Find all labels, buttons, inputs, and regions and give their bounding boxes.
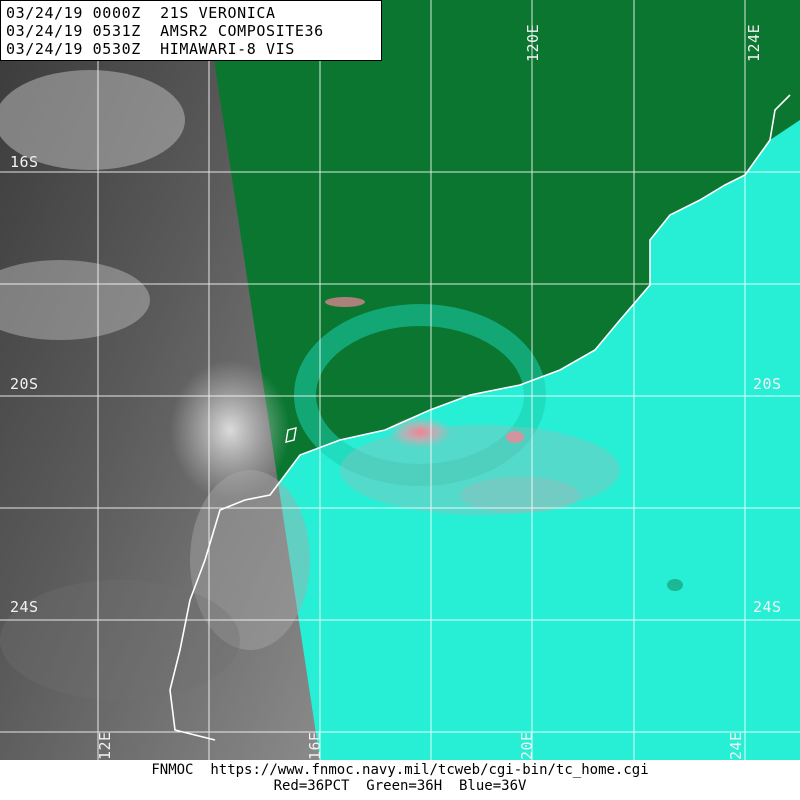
satellite-map: [0, 0, 800, 760]
lat-label-24s-left: 24S: [10, 598, 39, 616]
land-area: [200, 0, 800, 500]
lat-lon-grid: [0, 0, 800, 760]
lon-label-124e: 124E: [745, 23, 763, 62]
image-info-box: 03/24/19 0000Z 21S VERONICA 03/24/19 053…: [0, 0, 382, 61]
coastline: [169, 94, 791, 741]
lon-label-120e: 120E: [524, 23, 542, 62]
lon-label-16e: 16E: [306, 731, 324, 760]
lat-label-24s-right: 24S: [753, 598, 782, 616]
footer-channel-legend: Red=36PCT Green=36H Blue=36V: [273, 778, 527, 794]
header-line-microwave: 03/24/19 0531Z AMSR2 COMPOSITE36: [6, 22, 324, 40]
lat-label-20s-right: 20S: [753, 375, 782, 393]
rain-band-north: [325, 297, 365, 307]
header-line-cyclone: 03/24/19 0000Z 21S VERONICA: [6, 4, 276, 22]
rain-band: [506, 431, 524, 443]
visible-imagery-panel: [0, 0, 320, 760]
footer-credits: FNMOC https://www.fnmoc.navy.mil/tcweb/c…: [0, 760, 800, 800]
rain-core: [388, 416, 452, 448]
lat-label-16s: 16S: [10, 153, 39, 171]
island-outline: [285, 427, 297, 443]
footer-source-url: FNMOC https://www.fnmoc.navy.mil/tcweb/c…: [151, 762, 649, 778]
lon-label-12e: 12E: [96, 731, 114, 760]
lon-label-24e: 24E: [727, 731, 745, 760]
lat-label-20s-left: 20S: [10, 375, 39, 393]
lon-label-20e: 20E: [518, 731, 536, 760]
visible-cloud-features: [0, 70, 310, 700]
dark-spot: [667, 579, 683, 591]
microwave-swirl: [294, 304, 620, 515]
header-line-visible: 03/24/19 0530Z HIMAWARI-8 VIS: [6, 40, 295, 58]
